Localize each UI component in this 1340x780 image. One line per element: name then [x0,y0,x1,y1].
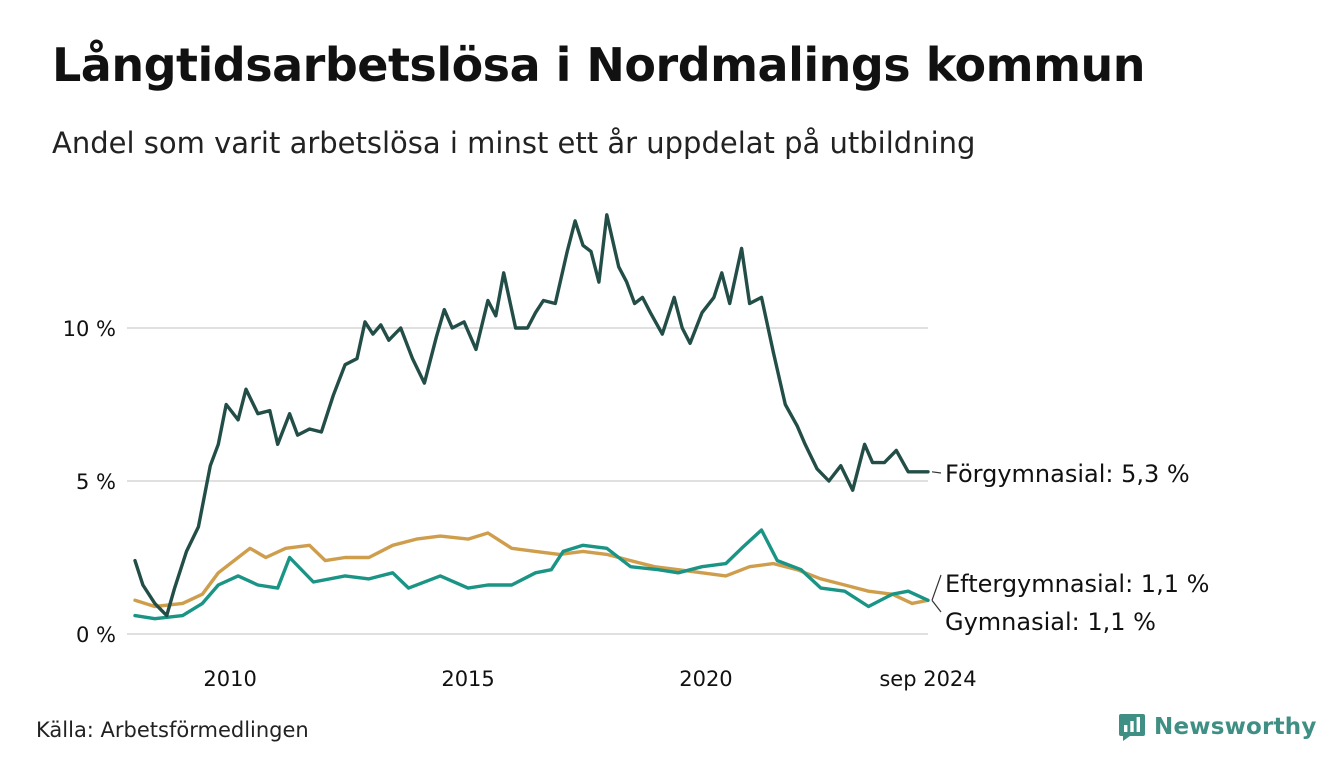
series-line-gymnasial [133,531,930,609]
brand-logo: Newsworthy [1118,712,1317,742]
y-axis-ticks: 0 % 5 % 10 % [63,317,116,647]
source-note: Källa: Arbetsförmedlingen [36,718,309,742]
series-line-forgymnasial [133,213,930,618]
chart-title: Långtidsarbetslösa i Nordmalings kommun [52,38,1146,92]
chart-subtitle: Andel som varit arbetslösa i minst ett å… [52,126,976,160]
gridlines [127,327,928,635]
series-line-eftergymnasial [133,528,930,621]
y-tick-label-1: 5 % [76,470,116,494]
y-tick-label-2: 10 % [63,317,116,341]
label-connector-gymnasial [931,599,942,613]
x-tick-label-1: 2015 [441,667,494,691]
chart-badge-icon [1119,714,1145,741]
label-connector-forgymnasial [931,471,942,474]
series-lines [133,213,930,621]
y-tick-label-0: 0 % [76,623,116,647]
label-connector-eftergymnasial [931,574,942,601]
x-axis-ticks: 2010 2015 2020 sep 2024 [203,667,976,691]
x-tick-label-0: 2010 [203,667,256,691]
end-labels: Förgymnasial: 5,3 % Eftergymnasial: 1,1 %… [931,460,1209,636]
end-label-gymnasial: Gymnasial: 1,1 % [945,608,1156,636]
x-tick-label-2: 2020 [679,667,732,691]
x-tick-label-3: sep 2024 [879,667,976,691]
brand-name: Newsworthy [1154,714,1317,740]
line-chart: 0 % 5 % 10 % 2010 2015 2020 sep 2024 Förgymna… [63,213,1209,691]
end-label-forgymnasial: Förgymnasial: 5,3 % [945,460,1190,488]
end-label-eftergymnasial: Eftergymnasial: 1,1 % [945,570,1209,598]
